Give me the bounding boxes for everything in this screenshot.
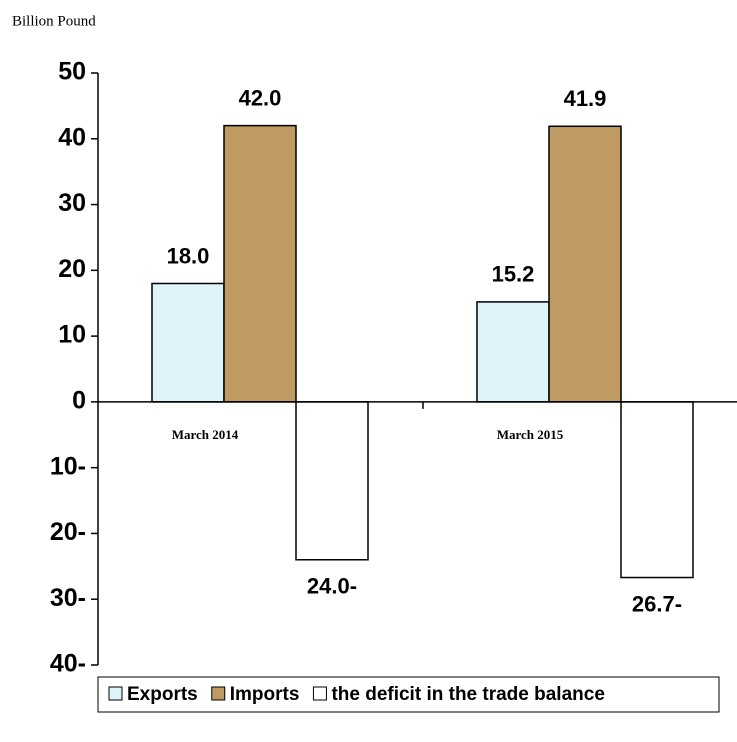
legend-label: Exports [127,684,198,705]
y-tick-label: 10- [50,452,86,480]
bar [476,301,550,403]
legend-label: the deficit in the trade balance [331,684,604,705]
x-tick-label: March 2014 [172,427,239,442]
legend-swatch [312,686,327,701]
value-label: 42.0 [239,85,282,110]
y-tick-label: 40 [58,123,86,151]
y-tick-label: 0 [72,386,86,414]
value-label: 41.9 [564,86,607,111]
y-tick-label: 10 [58,321,86,349]
x-tick-label: March 2015 [497,427,564,442]
y-tick-label: 20 [58,255,86,283]
bar [548,125,622,403]
legend-label: Imports [230,684,300,705]
y-tick-label: 30 [58,189,86,217]
bar [620,401,694,579]
y-tick-label: 20- [50,518,86,546]
y-tick-label: 40- [50,650,86,678]
bar [295,401,369,561]
bar [223,124,297,403]
value-label: 26.7- [632,591,682,616]
legend-swatch [211,686,226,701]
value-label: 15.2 [492,262,535,287]
legend-swatch [108,686,123,701]
y-tick-label: 30- [50,584,86,612]
value-label: 18.0 [167,243,210,268]
legend-box [97,676,720,713]
y-tick-label: 50 [58,58,86,86]
bar [151,282,225,403]
y-axis-label: Billion Pound [12,13,96,29]
value-label: 24.0- [307,574,357,599]
